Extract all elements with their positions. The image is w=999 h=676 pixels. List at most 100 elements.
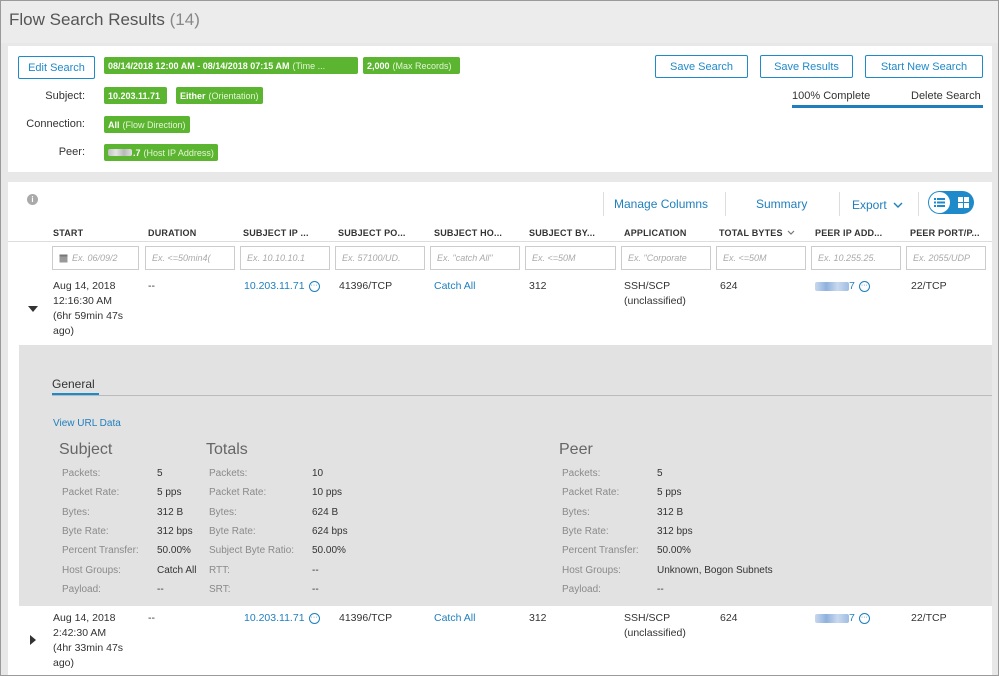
stat-value: 312 bps: [657, 526, 693, 537]
orientation-value: Either: [180, 90, 206, 101]
start-new-search-button[interactable]: Start New Search: [865, 55, 983, 78]
grid-view-icon[interactable]: [957, 196, 970, 209]
start-ago: (4hr 33min 47s: [53, 642, 124, 654]
stat-value: Catch All: [157, 565, 197, 576]
peer-port-filter-input[interactable]: Ex. 2055/UDP: [906, 246, 986, 270]
subject-ip-cell[interactable]: 10.203.11.71 ···: [244, 611, 320, 626]
stat-label: Host Groups:: [62, 565, 121, 576]
subject-ip-cell[interactable]: 10.203.11.71 ···: [244, 279, 320, 294]
column-header-subject-ip[interactable]: SUBJECT IP ...: [243, 228, 309, 238]
list-view-icon[interactable]: [929, 192, 950, 213]
page-title: Flow Search Results (14): [9, 10, 200, 30]
subject-port-filter-input[interactable]: Ex. 57100/UD.: [335, 246, 425, 270]
peer-ip-value: .7: [133, 147, 141, 158]
stat-label: Bytes:: [209, 507, 237, 518]
save-search-button[interactable]: Save Search: [655, 55, 748, 78]
column-header-start[interactable]: START: [53, 228, 84, 238]
subject-ip-filter-input[interactable]: Ex. 10.10.10.1: [240, 246, 330, 270]
peer-ip-suffix[interactable]: 7: [849, 280, 855, 292]
peer-ip-note: (Host IP Address): [143, 147, 214, 158]
summary-button[interactable]: Summary: [756, 197, 808, 211]
stat-value: 5 pps: [657, 487, 682, 498]
info-icon[interactable]: i: [27, 194, 38, 205]
stat-label: Packet Rate:: [562, 487, 620, 498]
application-cell: SSH/SCP (unclassified): [624, 611, 686, 641]
subject-host-cell[interactable]: Catch All: [434, 612, 476, 624]
peer-ip-tag[interactable]: .7 (Host IP Address): [104, 144, 218, 161]
peer-port-cell: 22/TCP: [911, 612, 947, 624]
edit-search-button[interactable]: Edit Search: [18, 56, 95, 79]
delete-search-link[interactable]: Delete Search: [911, 90, 981, 102]
subject-bytes-filter-input[interactable]: Ex. <=50M: [525, 246, 616, 270]
orientation-tag[interactable]: Either (Orientation): [176, 87, 263, 104]
subject-ip-tag[interactable]: 10.203.11.71: [104, 87, 168, 104]
application-filter-input[interactable]: Ex. "Corporate: [621, 246, 711, 270]
more-options-icon[interactable]: ···: [308, 612, 320, 624]
subject-host-cell[interactable]: Catch All: [434, 280, 476, 292]
time-range-tag[interactable]: 08/14/2018 12:00 AM - 08/14/2018 07:15 A…: [104, 57, 358, 74]
stat-value: 5: [657, 468, 663, 479]
stat-value: 312 B: [157, 507, 184, 518]
subject-ip-link[interactable]: 10.203.11.71: [244, 612, 305, 624]
caret-right-icon[interactable]: [30, 635, 37, 645]
column-header-subject-host[interactable]: SUBJECT HO...: [434, 228, 503, 238]
start-cell: Aug 14, 2018 12:16:30 AM (6hr 59min 47s …: [53, 279, 123, 339]
column-header-total-bytes[interactable]: TOTAL BYTES: [719, 228, 795, 238]
flow-detail-panel: General View URL Data Subject Totals Pee…: [19, 345, 992, 606]
stat-label: Byte Rate:: [209, 526, 256, 537]
save-results-button[interactable]: Save Results: [760, 55, 853, 78]
stat-value: 312 bps: [157, 526, 193, 537]
tab-general[interactable]: General: [52, 377, 95, 391]
column-header-peer-ip[interactable]: PEER IP ADD...: [815, 228, 883, 238]
caret-down-icon[interactable]: [28, 306, 38, 313]
stat-value: 5 pps: [157, 487, 182, 498]
tab-divider: [52, 395, 992, 396]
max-records-tag[interactable]: 2,000 (Max Records): [363, 57, 460, 74]
toolbar-divider: [839, 192, 840, 216]
column-header-subject-port[interactable]: SUBJECT PO...: [338, 228, 406, 238]
column-header-peer-port[interactable]: PEER PORT/P...: [910, 228, 980, 238]
peer-ip-cell[interactable]: 7 ···: [815, 279, 870, 294]
orientation-note: (Orientation): [208, 90, 259, 101]
stat-label: Payload:: [62, 584, 101, 595]
peer-ip-cell[interactable]: 7 ···: [815, 611, 870, 626]
column-header-application[interactable]: APPLICATION: [624, 228, 687, 238]
flow-direction-note: (Flow Direction): [122, 119, 186, 130]
stat-label: Byte Rate:: [62, 526, 109, 537]
more-options-icon[interactable]: ···: [858, 280, 870, 292]
more-options-icon[interactable]: ···: [858, 612, 870, 624]
start-filter-input[interactable]: Ex. 06/09/2: [52, 246, 139, 270]
subject-ip-link[interactable]: 10.203.11.71: [244, 280, 305, 292]
subject-label: Subject:: [45, 90, 85, 102]
start-cell: Aug 14, 2018 2:42:30 AM (4hr 33min 47s a…: [53, 611, 123, 671]
more-options-icon[interactable]: ···: [308, 280, 320, 292]
peer-label: Peer:: [58, 146, 85, 158]
column-header-duration[interactable]: DURATION: [148, 228, 197, 238]
redacted-ip: [815, 281, 849, 291]
subject-port-cell: 41396/TCP: [339, 280, 393, 292]
stat-value: 624 B: [312, 507, 339, 518]
duration-cell: --: [148, 280, 155, 292]
time-range-note: (Time ...: [292, 60, 326, 71]
flow-direction-tag[interactable]: All (Flow Direction): [104, 116, 190, 133]
column-header-subject-bytes[interactable]: SUBJECT BY...: [529, 228, 596, 238]
stat-label: Packets:: [562, 468, 601, 479]
start-ago-suffix: ago): [53, 657, 75, 669]
view-toggle[interactable]: [928, 191, 974, 214]
duration-filter-input[interactable]: Ex. <=50min4(: [145, 246, 235, 270]
stat-label: Packets:: [209, 468, 248, 479]
progress-text: 100% Complete: [792, 90, 871, 102]
view-url-data-link[interactable]: View URL Data: [53, 418, 121, 429]
manage-columns-button[interactable]: Manage Columns: [614, 197, 709, 211]
toolbar-divider: [725, 192, 726, 216]
peer-ip-suffix[interactable]: 7: [849, 612, 855, 624]
stat-value: 624 bps: [312, 526, 348, 537]
stat-value: --: [657, 584, 664, 595]
total-bytes-filter-input[interactable]: Ex. <=50M: [716, 246, 806, 270]
start-date: Aug 14, 2018: [53, 280, 116, 292]
title-bar: Flow Search Results (14): [1, 1, 998, 43]
export-button[interactable]: Export: [852, 198, 903, 212]
peer-ip-filter-input[interactable]: Ex. 10.255.25.: [811, 246, 901, 270]
flow-direction-value: All: [108, 119, 120, 130]
subject-host-filter-input[interactable]: Ex. "catch All": [430, 246, 520, 270]
